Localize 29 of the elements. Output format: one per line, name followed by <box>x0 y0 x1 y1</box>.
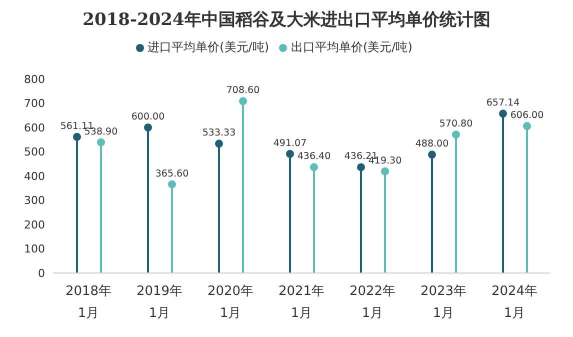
y-tick-label: 700 <box>24 97 45 110</box>
y-tick-label: 100 <box>24 242 45 256</box>
data-label: 657.14 <box>486 98 520 109</box>
legend-label: 进口平均单价(美元/吨) <box>148 40 269 54</box>
x-tick-label: 2023年 1月 <box>420 284 467 321</box>
data-label: 488.00 <box>415 138 449 150</box>
data-label: 436.40 <box>297 151 331 162</box>
y-tick-label: 800 <box>24 72 45 86</box>
y-tick-label: 0 <box>38 266 45 280</box>
data-label: 570.80 <box>439 118 473 130</box>
y-tick-label: 500 <box>24 146 45 159</box>
x-tick-label: 2020年 1月 <box>207 284 254 321</box>
x-tick-label: 2021年 1月 <box>278 284 325 321</box>
data-label: 365.60 <box>155 168 189 180</box>
data-label: 533.33 <box>202 128 236 139</box>
x-tick-label: 2022年 1月 <box>349 284 396 321</box>
x-tick-label: 2019年 1月 <box>136 284 183 321</box>
chart-title: 2018-2024年中国稻谷及大米进出口平均单价统计图 <box>82 9 492 32</box>
legend-label: 出口平均单价(美元/吨) <box>291 40 412 54</box>
y-tick-label: 200 <box>24 218 45 232</box>
x-tick-label: 2018年 1月 <box>65 284 112 321</box>
data-label: 606.00 <box>510 110 544 122</box>
y-tick-label: 400 <box>24 170 45 183</box>
x-tick-label: 2024年 1月 <box>491 284 538 321</box>
y-tick-label: 600 <box>24 121 45 134</box>
data-label: 600.00 <box>131 112 165 122</box>
y-tick-label: 300 <box>24 194 45 208</box>
data-label: 491.07 <box>273 138 307 149</box>
data-label: 708.60 <box>226 85 260 96</box>
